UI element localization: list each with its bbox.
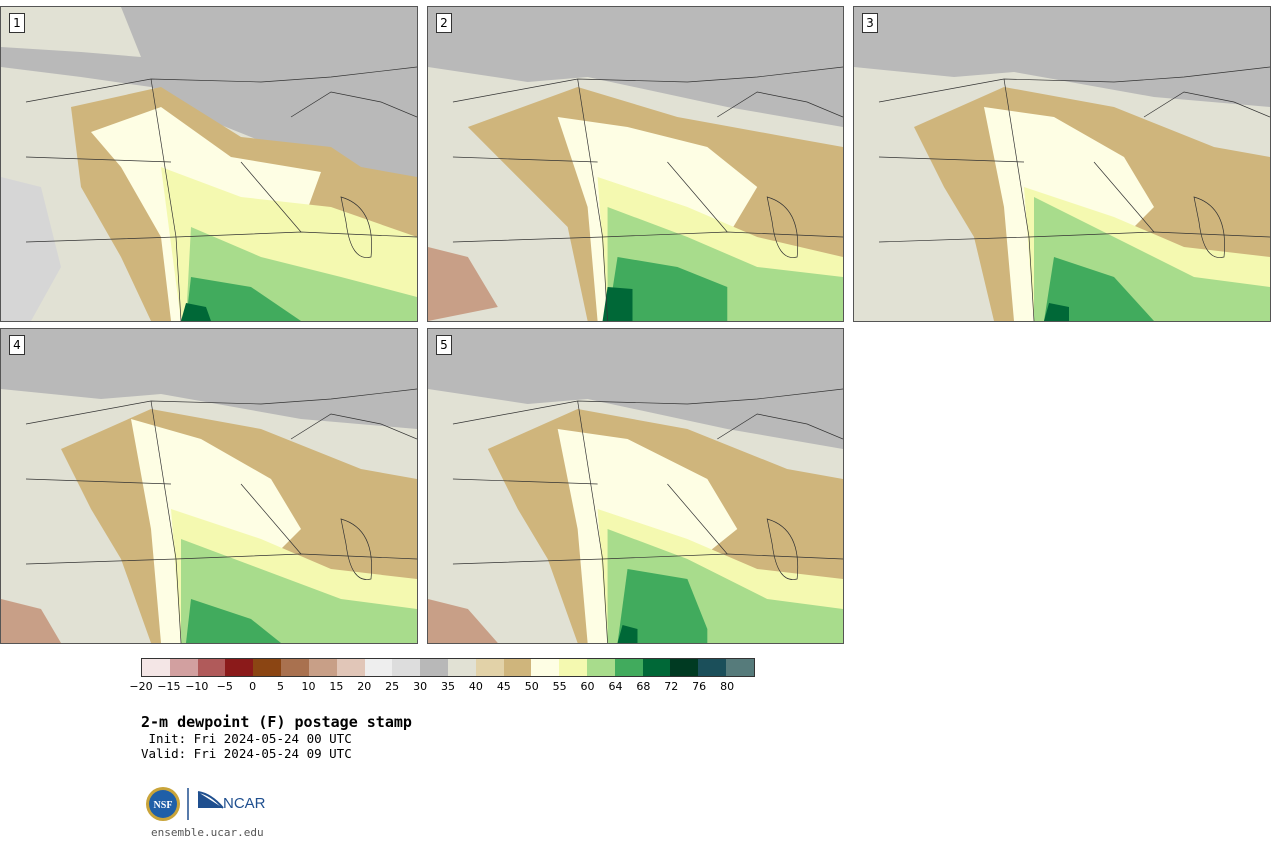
- colorbar-tick-label: 35: [441, 680, 455, 693]
- colorbar-bin-2: [197, 659, 226, 676]
- colorbar-bin-16: [587, 659, 615, 676]
- colorbar-bin-5: [281, 659, 309, 676]
- colorbar-bin-12: [475, 659, 504, 676]
- dewpoint-map-5: [428, 329, 843, 643]
- colorbar-tick-label: 10: [301, 680, 316, 693]
- title-block: 2-m dewpoint (F) postage stamp Init: Fri…: [141, 713, 412, 761]
- colorbar-bin-21: [726, 659, 754, 676]
- colorbar-bin-9: [392, 659, 421, 676]
- colorbar-bin-10: [420, 659, 448, 676]
- website-url: ensemble.ucar.edu: [151, 826, 264, 839]
- member-panel-5: 5: [427, 328, 844, 644]
- init-time: Init: Fri 2024-05-24 00 UTC: [141, 731, 352, 746]
- colorbar-bin-11: [447, 659, 476, 676]
- colorbar-tick-label: 25: [385, 680, 400, 693]
- colorbar-tick-label: 64: [608, 680, 623, 693]
- colorbar-bin-13: [503, 659, 532, 676]
- member-label: 2: [436, 13, 452, 33]
- colorbar-tick-label: −10: [185, 680, 209, 693]
- member-panel-2: 2: [427, 6, 844, 322]
- colorbar-tick-label: −20: [129, 680, 153, 693]
- colorbar-tick-label: 45: [496, 680, 511, 693]
- colorbar-bin-8: [364, 659, 393, 676]
- dewpoint-map-4: [1, 329, 417, 643]
- member-label: 5: [436, 335, 452, 355]
- colorbar-tick-label: 76: [692, 680, 707, 693]
- colorbar-bin-6: [308, 659, 337, 676]
- colorbar-bin-18: [642, 659, 671, 676]
- member-panel-3: 3: [853, 6, 1271, 322]
- ncar-logo-text: NCAR: [223, 795, 266, 812]
- colorbar-bin-1: [169, 659, 198, 676]
- member-panel-4: 4: [0, 328, 418, 644]
- member-label: 1: [9, 13, 25, 33]
- colorbar-tick-label: 0: [249, 680, 257, 693]
- page-title: 2-m dewpoint (F) postage stamp: [141, 713, 412, 731]
- colorbar-bin-4: [253, 659, 282, 676]
- dewpoint-map-2: [428, 7, 843, 321]
- colorbar-bin-17: [614, 659, 643, 676]
- colorbar-bin-3: [225, 659, 254, 676]
- nsf-ncar-logo: NSF NCAR: [146, 787, 266, 821]
- member-panel-1: 1: [0, 6, 418, 322]
- valid-time: Valid: Fri 2024-05-24 09 UTC: [141, 746, 352, 761]
- colorbar-tick-label: −15: [157, 680, 181, 693]
- colorbar: [141, 658, 755, 677]
- colorbar-bin-20: [698, 659, 727, 676]
- colorbar-tick-label: 40: [468, 680, 483, 693]
- colorbar-bin-15: [559, 659, 587, 676]
- colorbar-bin-7: [336, 659, 365, 676]
- colorbar-tick-label: 68: [636, 680, 651, 693]
- nsf-logo-text: NSF: [154, 800, 173, 811]
- colorbar-bin-0: [142, 659, 170, 676]
- colorbar-tick-label: 80: [720, 680, 735, 693]
- colorbar-tick-label: −5: [216, 680, 233, 693]
- colorbar-tick-label: 50: [524, 680, 539, 693]
- colorbar-bin-19: [670, 659, 699, 676]
- colorbar-tick-label: 15: [329, 680, 344, 693]
- colorbar-tick-label: 60: [580, 680, 595, 693]
- colorbar-tick-label: 72: [664, 680, 679, 693]
- colorbar-bin-14: [531, 659, 560, 676]
- member-label: 3: [862, 13, 878, 33]
- colorbar-tick-label: 5: [277, 680, 285, 693]
- colorbar-tick-label: 55: [552, 680, 567, 693]
- dewpoint-map-3: [854, 7, 1270, 321]
- member-label: 4: [9, 335, 25, 355]
- dewpoint-map-1: [1, 7, 417, 321]
- colorbar-tick-label: 30: [413, 680, 428, 693]
- colorbar-ticks: −20 −15 −10 −5 0 5 10 15 20 25 30 35 40 45 50 55 60 64 68 7…: [0, 680, 1280, 696]
- colorbar-tick-label: 20: [357, 680, 372, 693]
